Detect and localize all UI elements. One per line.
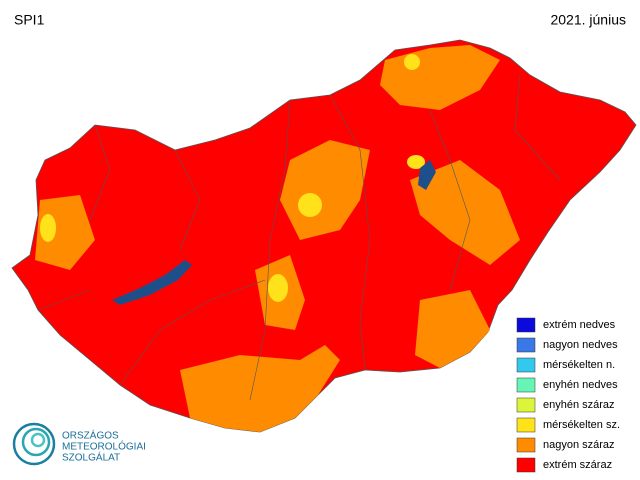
legend-label: enyhén nedves <box>543 379 618 391</box>
logo-ring <box>30 432 46 448</box>
legend-label: mérsékelten n. <box>543 359 615 371</box>
legend-label: extrém száraz <box>543 459 612 471</box>
lake-balaton <box>112 260 192 305</box>
legend-label: extrém nedves <box>543 319 616 331</box>
legend-swatch <box>516 357 536 373</box>
legend-label: nagyon száraz <box>543 439 615 451</box>
legend-label: enyhén száraz <box>543 399 615 411</box>
legend-label: nagyon nedves <box>543 339 618 351</box>
legend-swatch <box>516 337 536 353</box>
region-dry <box>180 345 340 432</box>
region-moderately-dry <box>268 274 288 302</box>
region-dry <box>280 140 370 240</box>
map-title: SPI1 <box>14 12 45 28</box>
legend-swatch <box>516 417 536 433</box>
logo: ORSZÁGOS METEOROLÓGIAI SZOLGÁLAT <box>12 422 146 466</box>
hungary-map <box>11 39 637 433</box>
region-moderately-dry <box>407 155 425 169</box>
lake-tisza <box>418 160 436 190</box>
logo-ring <box>21 427 51 457</box>
legend-swatch <box>516 317 536 333</box>
county-borders <box>37 74 561 401</box>
region-dry <box>410 160 520 265</box>
legend-swatch <box>516 397 536 413</box>
legend-swatch <box>516 377 536 393</box>
legend-swatch <box>516 457 536 473</box>
region-moderately-dry <box>298 193 322 217</box>
logo-text: ORSZÁGOS <box>62 429 119 442</box>
region-moderately-dry <box>404 54 420 70</box>
legend-swatch <box>516 437 536 453</box>
region-dry <box>35 195 95 270</box>
logo-ring <box>12 422 56 466</box>
legend: extrém nedves nagyon nedves mérsékelten n.… <box>516 317 620 473</box>
logo-text: METEOROLÓGIAI <box>62 440 146 453</box>
region-dry <box>415 290 490 368</box>
region-moderately-dry <box>40 214 56 242</box>
logo-text: SZOLGÁLAT <box>62 451 120 464</box>
legend-label: mérsékelten sz. <box>543 419 620 431</box>
map-date: 2021. június <box>550 12 626 28</box>
